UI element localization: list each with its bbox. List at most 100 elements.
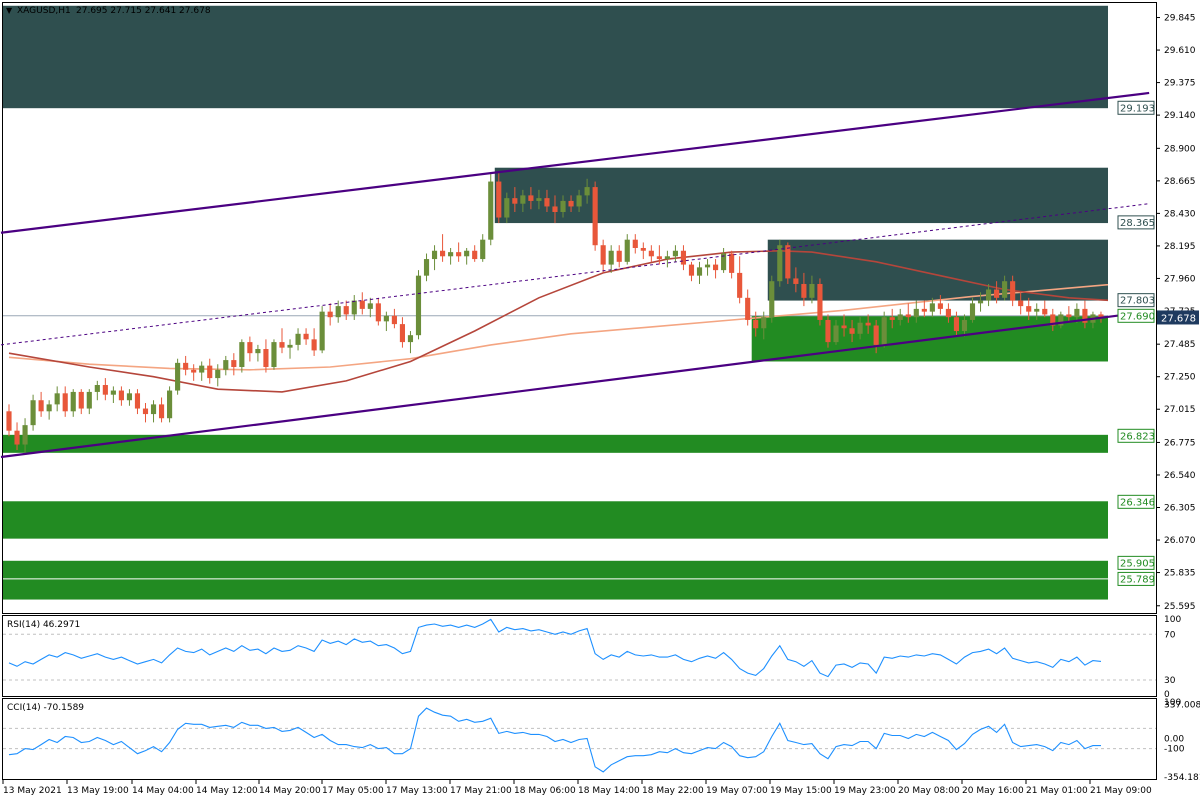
candle-body [520,195,526,204]
level-label-text: 27.803 [1120,296,1155,307]
bear-candle [825,314,831,348]
price-tick-label: 27.485 [1164,340,1196,350]
candle-body [729,253,735,273]
bear-candle [737,256,743,304]
bull-candle [383,311,389,332]
candle-body [359,300,365,309]
candle-body [953,317,960,332]
candle-body [833,325,839,343]
bear-candle [953,311,960,337]
time-tick-label: 17 May 05:00 [322,786,384,796]
channel-lower [0,310,1150,459]
candle-body [656,256,662,260]
bull-candle [560,195,566,218]
candle-body [263,349,269,368]
rsi-line [8,618,1102,678]
price-tick-label: 28.430 [1164,209,1196,219]
level-label-26.823: 26.823 [1117,428,1155,443]
candle-body [921,308,927,312]
candle-body [223,360,229,370]
candle-body [905,314,911,318]
candle-body [207,365,213,379]
ma-fast-line [8,249,1108,393]
level-label-text: 28.365 [1120,218,1155,229]
level-label-box [1117,308,1155,323]
candle-body [110,390,116,395]
bear-candle [905,303,911,323]
current-price-box [1157,310,1199,325]
bull-candle [94,380,100,401]
bear-candle [1018,292,1024,315]
bull-candle [167,386,173,423]
candle-body [456,252,462,257]
candle-body [945,308,951,318]
bear-candle [528,187,534,210]
bear-candle [38,391,44,417]
time-tick-label: 19 May 15:00 [770,786,832,796]
candle-body [448,252,454,257]
candle-body [873,325,879,345]
candle-body [6,411,12,431]
rsi-panel [2,615,1157,697]
price-tick-label: 29.845 [1164,14,1196,24]
candle-body [158,404,165,419]
bull-candle [22,418,28,453]
main-plot-area [3,5,1108,600]
price-tick-label: 28.195 [1164,242,1196,252]
candle-body [327,311,333,318]
bull-candle [367,297,373,318]
candle-body [199,365,205,373]
candle-body [295,333,301,345]
candle-body [480,239,486,260]
bear-candle [1082,300,1088,329]
bear-candle [1010,275,1016,307]
candle-body [407,335,414,343]
bull-candle [721,247,727,273]
candle-body [271,342,277,368]
candle-body [1002,281,1008,298]
time-tick-label: 18 May 06:00 [514,786,576,796]
bull-candle [223,355,229,376]
level-label-25.789: 25.789 [1117,571,1155,586]
bull-candle [431,245,438,271]
bear-candle [183,355,189,376]
bear-candle [632,234,638,254]
bull-candle [271,339,277,370]
candle-body [335,306,341,318]
candle-body [1058,314,1064,326]
candle-body [745,297,751,320]
collapse-arrow-icon[interactable]: ▼ [6,6,13,15]
bull-candle [175,358,181,395]
candle-body [640,247,646,251]
bear-candle [865,314,871,334]
bear-candle [1042,300,1048,318]
bull-candle [70,389,76,417]
bull-candle [415,270,422,340]
bull-candle [110,386,116,404]
candle-body [38,400,44,412]
bear-candle [512,187,518,212]
candle-body [215,369,221,379]
bull-candle [448,247,454,265]
channel-mid [0,203,1150,346]
candle-body [319,311,325,351]
level-label-26.346: 26.346 [1117,494,1155,509]
candle-body [1026,306,1032,312]
price-tick-label: 26.070 [1164,536,1196,546]
candle-body [30,400,36,426]
candle-body [150,404,157,415]
candle-body [761,317,767,329]
candle-body [375,303,381,322]
price-tick-label: 25.835 [1164,569,1196,579]
bear-candle [648,245,654,262]
candle-body [648,250,654,257]
bear-candle [191,364,197,381]
bear-candle [1066,306,1072,323]
level-label-box [1117,555,1155,570]
time-tick-label: 17 May 21:00 [450,786,512,796]
cci-title: CCI(14) -70.1589 [7,703,84,713]
candle-body [343,306,349,315]
chart-ohlc: 27.695 27.715 27.641 27.678 [76,6,211,16]
bear-candle [889,308,895,329]
candle-body [183,362,189,370]
